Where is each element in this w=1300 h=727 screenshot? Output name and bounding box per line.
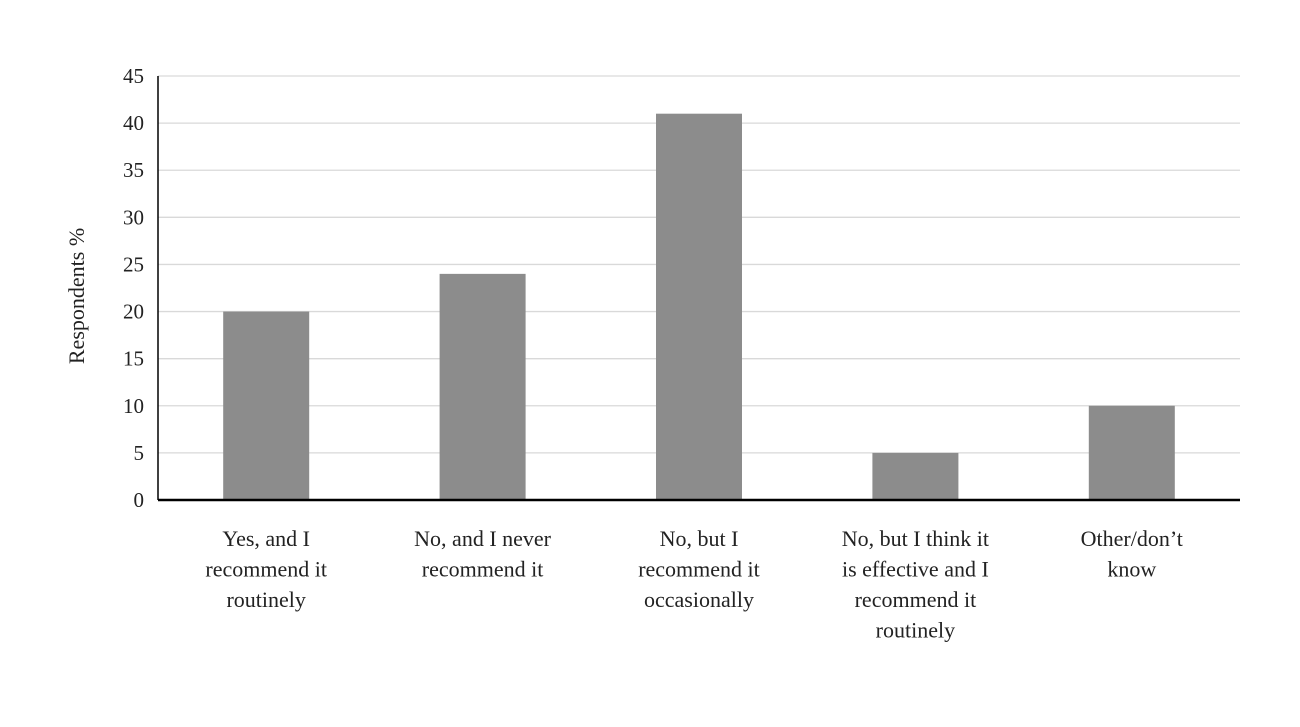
y-tick-label: 45 bbox=[123, 64, 144, 88]
axes bbox=[157, 76, 1240, 502]
y-tick-label: 35 bbox=[123, 158, 144, 182]
y-tick-label: 20 bbox=[123, 300, 144, 324]
bar bbox=[872, 452, 959, 500]
bar bbox=[223, 311, 310, 500]
y-tick-label: 15 bbox=[123, 347, 144, 371]
bar bbox=[656, 113, 742, 500]
y-tick-label: 40 bbox=[123, 111, 144, 135]
y-tick-label: 30 bbox=[123, 205, 144, 229]
y-tick-label: 5 bbox=[134, 441, 145, 465]
x-category-label: No, and I never recommend it bbox=[414, 526, 552, 582]
bar bbox=[439, 273, 526, 500]
y-axis-label: Respondents % bbox=[64, 228, 89, 364]
bar bbox=[1088, 405, 1175, 500]
x-category-label: Other/don’t know bbox=[1081, 526, 1183, 582]
bars bbox=[223, 113, 1175, 500]
y-tick-label: 25 bbox=[123, 252, 144, 276]
y-tick-label: 0 bbox=[134, 488, 145, 512]
y-tick-label: 10 bbox=[123, 394, 144, 418]
y-tick-labels: 0 5 10 15 20 25 30 35 40 45 bbox=[123, 64, 144, 512]
